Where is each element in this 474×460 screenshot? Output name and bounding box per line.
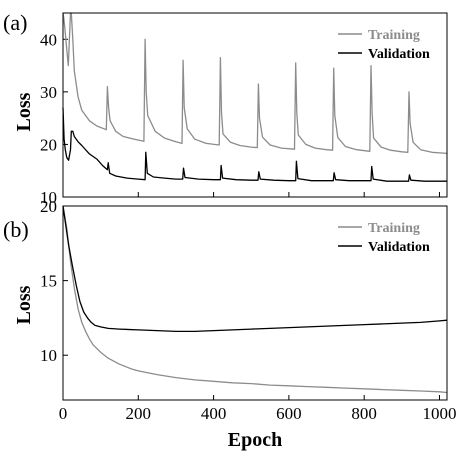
legend-training-label: Training (368, 221, 420, 236)
panel-b-ytick-label: 15 (40, 272, 57, 291)
panel-b-series-training (62, 205, 448, 394)
legend-validation-label: Validation (368, 240, 430, 255)
panel-a-series-training (62, 12, 448, 155)
panel-a-ytick-label: 30 (40, 83, 57, 102)
panel-b-xtick-label: 200 (126, 404, 152, 423)
panel-b-label: (b) (3, 217, 29, 242)
panel-b-legend: Training Validation (338, 221, 430, 255)
panel-a: (a) Loss 10 20 30 40 Training Validation (3, 10, 448, 207)
panel-a-ylabel: Loss (13, 92, 35, 131)
panel-a-ytick-label: 10 (40, 188, 57, 207)
panel-b-xtick-label: 1000 (422, 404, 456, 423)
panel-b-series (62, 205, 448, 394)
panel-a-legend: Training Validation (338, 28, 430, 62)
legend-validation-label: Validation (368, 47, 430, 62)
panel-b-xtick-label: 0 (59, 404, 68, 423)
panel-b-ylabel: Loss (13, 285, 35, 324)
legend-training-label: Training (368, 28, 420, 43)
panel-b-xlabel: Epoch (228, 429, 282, 451)
panel-b-xtick-label: 400 (201, 404, 227, 423)
panel-a-ytick-label: 20 (40, 135, 57, 154)
panel-b-ytick-label: 10 (40, 346, 57, 365)
panel-b-frame (62, 205, 448, 401)
panel-b-ytick-label: 20 (40, 197, 57, 216)
panel-b-xtick-label: 800 (351, 404, 377, 423)
panel-a-series-validation (62, 107, 447, 182)
panel-a-frame (62, 12, 448, 198)
panel-a-ytick-label: 40 (40, 30, 57, 49)
panel-a-series (62, 12, 448, 182)
panel-b-series-validation (62, 205, 448, 333)
panel-a-label: (a) (3, 10, 27, 35)
panel-b-xtick-label: 600 (276, 404, 302, 423)
